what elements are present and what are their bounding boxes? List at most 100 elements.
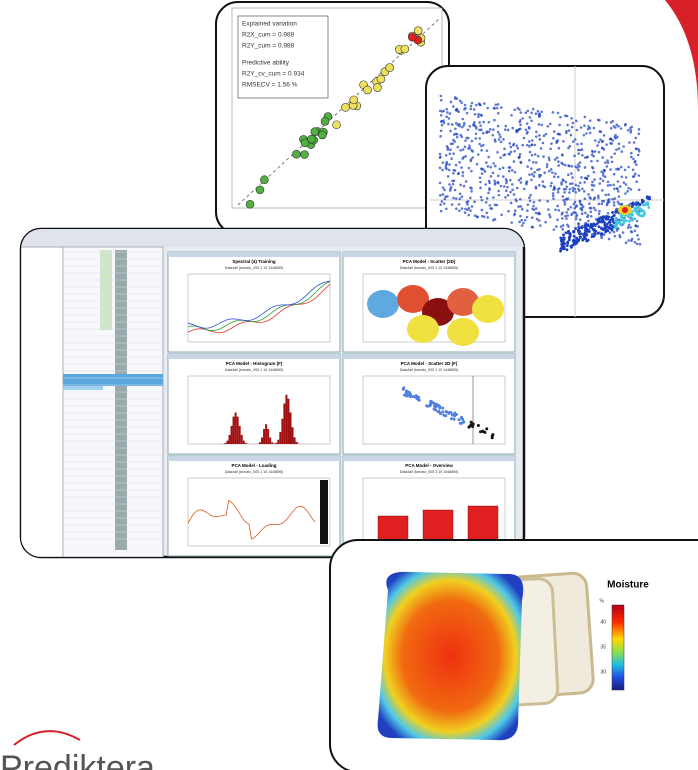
density-dot [510, 113, 513, 117]
hist-bar [232, 416, 235, 444]
density-dot [474, 103, 478, 107]
density-dot [452, 196, 455, 200]
density-dot [460, 101, 464, 104]
density-dot [439, 203, 442, 206]
density-dot [608, 231, 612, 234]
density-dot [578, 181, 582, 185]
panel [167, 251, 341, 353]
density-dot [489, 174, 493, 178]
density-dot [568, 187, 572, 191]
density-dot [464, 180, 468, 183]
density-dot [601, 156, 604, 159]
hist-bar [281, 418, 284, 444]
density-dot [498, 133, 501, 136]
density-dot [546, 124, 550, 128]
density-dot [534, 161, 538, 164]
sample-point [255, 185, 265, 195]
density-dot [622, 219, 626, 223]
density-dot [445, 107, 448, 111]
density-dot [514, 198, 518, 201]
density-dot [540, 123, 544, 127]
density-dot [593, 196, 597, 199]
density-dot [518, 127, 522, 131]
density-dot [590, 232, 594, 236]
density-dot [628, 219, 632, 223]
score-dot [479, 430, 483, 434]
density-dot [561, 195, 565, 198]
density-dot [588, 119, 592, 122]
density-dot [609, 127, 613, 130]
density-dot [538, 224, 542, 227]
density-dot [549, 184, 553, 188]
density-dot [464, 207, 467, 211]
density-dot [633, 240, 637, 244]
density-dot [580, 206, 584, 210]
panel-header [168, 252, 340, 257]
density-dot [506, 194, 510, 197]
density-dot [528, 199, 532, 203]
density-dot [467, 147, 470, 150]
density-dot [569, 133, 573, 137]
density-dot [510, 183, 514, 186]
plot-area [362, 273, 506, 343]
density-dot [458, 124, 461, 128]
density-dot [474, 132, 478, 136]
density-dot [452, 152, 455, 155]
density-dot [559, 236, 563, 240]
density-dot [494, 140, 497, 143]
density-dot [458, 197, 462, 201]
density-dot [630, 155, 633, 159]
sample-point [300, 138, 310, 148]
density-dot [488, 181, 491, 185]
density-dot [605, 165, 609, 168]
density-dot [609, 142, 612, 145]
density-dot [451, 182, 455, 186]
density-dot [605, 121, 608, 124]
density-dot [616, 221, 620, 225]
density-dot [594, 208, 597, 212]
density-dot [629, 126, 632, 130]
density-dot [574, 190, 578, 194]
density-dot [458, 209, 461, 213]
density-dot [578, 199, 582, 203]
density-dot [635, 180, 638, 183]
density-dot [568, 182, 572, 186]
density-dot [568, 236, 572, 239]
legend-text: R2Y_cv_cum = 0.934 [242, 71, 305, 78]
density-dot [548, 122, 552, 126]
hist-bar [291, 427, 294, 444]
density-dot [605, 214, 608, 218]
density-dot [570, 172, 573, 175]
density-dot [563, 203, 567, 206]
spectrum-line [187, 283, 331, 334]
density-dot [529, 193, 532, 197]
density-dot [536, 154, 540, 158]
density-dot [637, 188, 641, 192]
density-dot [438, 166, 442, 170]
density-dot [617, 168, 621, 171]
score-dot [405, 391, 409, 395]
hist-bar [269, 437, 272, 444]
density-dot [537, 219, 541, 222]
density-dot [600, 227, 603, 230]
density-dot [578, 232, 581, 235]
density-dot [636, 205, 640, 208]
density-dot [577, 152, 580, 155]
score-dot [402, 386, 406, 390]
density-dot [615, 225, 618, 229]
density-dot [509, 190, 512, 194]
density-dot [561, 227, 564, 231]
density-dot [627, 165, 630, 169]
panel-title: PCA Model - Scatter 2D (F) [401, 361, 458, 366]
density-dot [604, 217, 608, 221]
density-dot [531, 107, 535, 111]
density-dot [517, 205, 520, 208]
density-dot [458, 161, 461, 164]
density-dot [454, 127, 457, 131]
density-dot [605, 222, 609, 226]
density-dot [536, 110, 540, 113]
density-dot [531, 160, 535, 164]
density-dot [495, 106, 499, 110]
density-dot [510, 168, 514, 172]
density-dot [600, 236, 603, 240]
